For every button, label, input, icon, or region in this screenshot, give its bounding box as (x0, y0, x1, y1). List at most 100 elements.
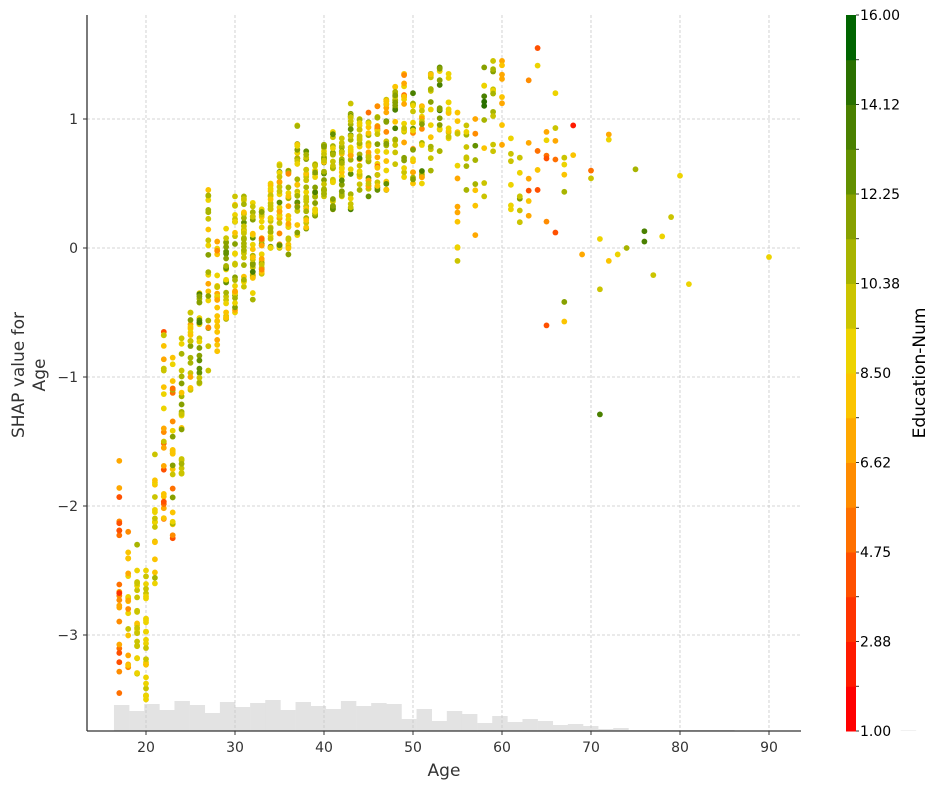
data-point (472, 202, 479, 209)
data-point (285, 170, 292, 177)
data-point (232, 251, 238, 257)
data-point (205, 226, 212, 233)
histogram-bar (144, 704, 160, 731)
data-point (454, 118, 461, 124)
data-point (338, 160, 345, 166)
colorbar-title: Education-Num (910, 308, 930, 439)
data-point (214, 272, 221, 279)
data-point (267, 185, 274, 192)
data-point (508, 158, 514, 165)
data-point (232, 295, 238, 302)
data-point (490, 141, 496, 148)
data-point (276, 169, 283, 176)
data-point (534, 45, 541, 51)
data-point (374, 164, 381, 171)
data-point (347, 166, 354, 173)
data-point (605, 258, 612, 264)
data-point (205, 192, 212, 199)
data-point (294, 222, 301, 228)
data-point (374, 103, 381, 110)
data-point (330, 145, 336, 152)
data-point (196, 365, 203, 372)
data-point (392, 99, 399, 106)
data-point (232, 212, 238, 218)
data-point (267, 225, 274, 232)
data-point (143, 680, 149, 687)
data-point (427, 143, 434, 150)
data-point (472, 187, 479, 194)
y-axis-title-line1: SHAP value for (9, 312, 29, 438)
data-point (276, 183, 283, 190)
histogram-bar (477, 723, 493, 731)
data-point (116, 650, 123, 656)
data-point (516, 207, 523, 214)
data-point (454, 130, 461, 137)
data-point (419, 174, 425, 181)
data-point (427, 155, 434, 162)
data-point (134, 609, 141, 615)
data-point (267, 235, 274, 242)
data-point (232, 283, 238, 289)
colorbar-tick-label: 1.00 (860, 724, 891, 740)
data-point (178, 411, 185, 418)
data-point (419, 121, 425, 128)
data-point (321, 181, 327, 188)
histogram-bar (371, 703, 387, 731)
data-point (347, 204, 354, 211)
data-point (561, 299, 568, 305)
data-point (178, 470, 185, 476)
data-point (276, 199, 283, 206)
x-axis-title: Age (428, 761, 461, 781)
data-point (383, 109, 390, 116)
x-tick-label: 20 (137, 740, 155, 756)
data-point (169, 509, 176, 516)
data-point (534, 62, 541, 69)
data-point (419, 142, 425, 148)
data-point (169, 494, 176, 501)
data-point (499, 62, 505, 69)
data-point (160, 343, 167, 349)
data-point (401, 169, 407, 176)
data-point (160, 332, 167, 339)
data-point (436, 65, 443, 72)
data-point (249, 213, 256, 220)
data-point (481, 193, 488, 200)
data-point (187, 332, 194, 338)
data-point (543, 218, 550, 225)
data-point (214, 329, 221, 335)
y-tick-label: 0 (69, 241, 78, 257)
data-point (499, 94, 505, 100)
data-point (490, 58, 496, 64)
data-point (525, 77, 532, 84)
data-point (196, 293, 203, 300)
data-point (410, 108, 416, 115)
data-point (285, 216, 292, 223)
data-point (454, 218, 461, 225)
data-point (241, 236, 247, 243)
data-point (641, 238, 648, 245)
data-point (356, 181, 363, 188)
data-point (383, 119, 390, 125)
data-point (285, 193, 292, 200)
data-point (338, 192, 345, 199)
data-point (383, 140, 390, 147)
data-point (499, 58, 505, 64)
data-point (249, 275, 256, 281)
data-point (143, 656, 149, 663)
data-point (241, 283, 247, 290)
data-point (445, 133, 452, 140)
data-point (196, 299, 203, 306)
data-point (534, 187, 541, 193)
data-point (472, 130, 479, 137)
data-point (116, 690, 123, 696)
histogram-bar (159, 710, 175, 731)
data-point (454, 258, 461, 264)
data-point (169, 354, 176, 361)
data-point (419, 180, 425, 187)
colorbar-tick-label: 12.25 (860, 187, 900, 203)
data-point (143, 585, 149, 592)
data-point (232, 300, 238, 306)
data-point (347, 191, 354, 198)
data-point (143, 573, 149, 580)
data-point (419, 168, 425, 174)
